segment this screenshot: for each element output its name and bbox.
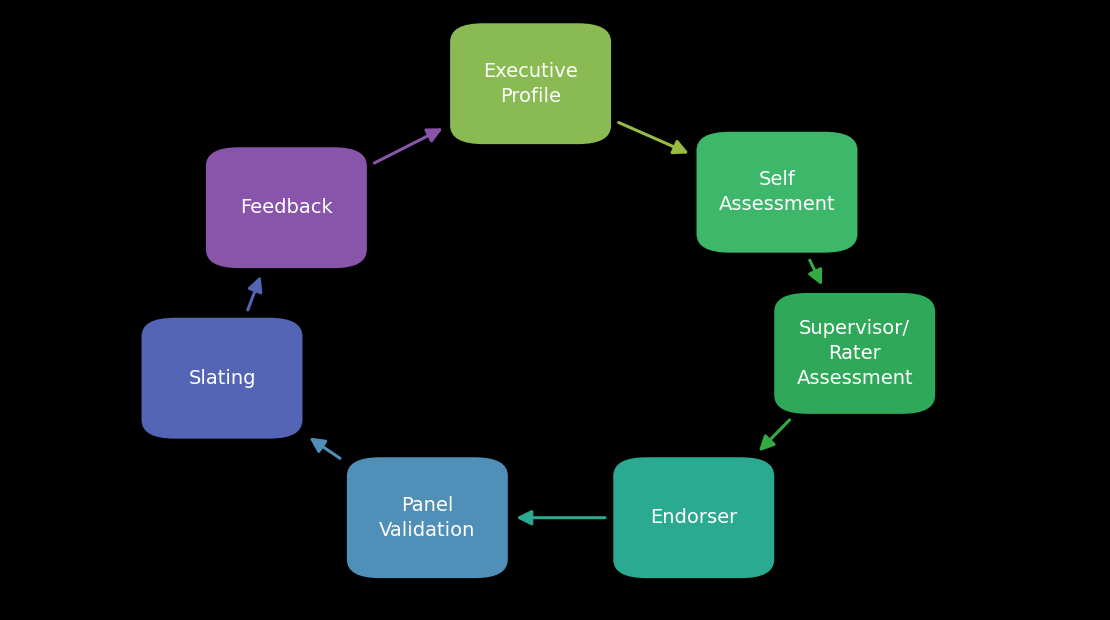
FancyBboxPatch shape <box>451 23 610 144</box>
Text: Endorser: Endorser <box>650 508 737 527</box>
Text: Panel
Validation: Panel Validation <box>380 496 475 539</box>
Text: Executive
Profile: Executive Profile <box>483 62 578 105</box>
Text: Slating: Slating <box>189 369 255 388</box>
FancyBboxPatch shape <box>142 317 302 439</box>
FancyBboxPatch shape <box>206 148 366 268</box>
FancyBboxPatch shape <box>613 458 775 578</box>
FancyBboxPatch shape <box>346 458 508 578</box>
Text: Feedback: Feedback <box>240 198 333 217</box>
Text: Supervisor/
Rater
Assessment: Supervisor/ Rater Assessment <box>796 319 914 388</box>
FancyBboxPatch shape <box>697 132 857 253</box>
FancyBboxPatch shape <box>775 293 935 414</box>
Text: Self
Assessment: Self Assessment <box>718 170 836 214</box>
